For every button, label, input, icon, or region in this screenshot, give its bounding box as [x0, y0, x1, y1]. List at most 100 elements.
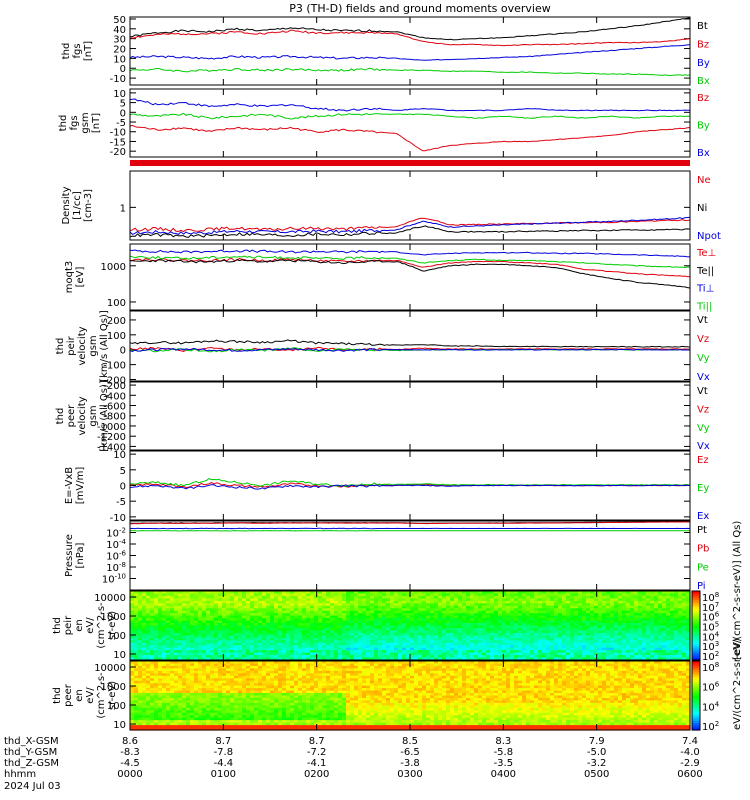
- heatmap-cell: [546, 635, 551, 639]
- series-line-ey: [129, 478, 691, 487]
- heatmap-cell: [602, 657, 607, 661]
- heatmap-cell: [498, 610, 503, 614]
- heatmap-cell: [354, 628, 359, 632]
- heatmap-cell: [314, 605, 319, 609]
- heatmap-cell: [494, 605, 499, 609]
- heatmap-cell: [538, 637, 543, 641]
- heatmap-cell: [318, 591, 323, 595]
- heatmap-cell: [206, 722, 211, 726]
- heatmap-cell: [494, 655, 499, 659]
- heatmap-cell: [638, 600, 643, 604]
- heatmap-cell: [330, 608, 335, 612]
- heatmap-cell: [686, 625, 691, 629]
- heatmap-cell: [522, 650, 527, 654]
- heatmap-cell: [330, 593, 335, 597]
- heatmap-cell: [682, 591, 687, 595]
- heatmap-cell: [450, 615, 455, 619]
- heatmap-cell: [462, 645, 467, 649]
- heatmap-cell: [210, 678, 215, 682]
- heatmap-cell: [166, 690, 171, 694]
- heatmap-cell: [566, 625, 571, 629]
- heatmap-cell: [306, 593, 311, 597]
- heatmap-cell: [190, 640, 195, 644]
- heatmap-cell: [402, 593, 407, 597]
- heatmap-cell: [222, 591, 227, 595]
- heatmap-cell: [314, 637, 319, 641]
- y-tick-label: 10-4: [106, 538, 126, 551]
- heatmap-cell: [678, 605, 683, 609]
- heatmap-cell: [538, 598, 543, 602]
- heatmap-cell: [198, 683, 203, 687]
- heatmap-cell: [170, 640, 175, 644]
- heatmap-cell: [262, 620, 267, 624]
- series-line-by: [129, 44, 691, 61]
- panel-frame: [129, 88, 691, 158]
- heatmap-cell: [366, 591, 371, 595]
- heatmap-cell: [214, 618, 219, 622]
- heatmap-cell: [466, 632, 471, 636]
- heatmap-cell: [282, 628, 287, 632]
- heatmap-cell: [134, 600, 139, 604]
- heatmap-cell: [466, 635, 471, 639]
- y-tick-label: 10: [113, 89, 126, 100]
- heatmap-cell: [358, 593, 363, 597]
- heatmap-cell: [306, 630, 311, 634]
- heatmap-cell: [594, 613, 599, 617]
- heatmap-cell: [654, 642, 659, 646]
- heatmap-cell: [558, 605, 563, 609]
- heatmap-cell: [650, 618, 655, 622]
- heatmap-cell: [142, 610, 147, 614]
- heatmap-cell: [290, 615, 295, 619]
- heatmap-cell: [402, 620, 407, 624]
- heatmap-cell: [174, 625, 179, 629]
- heatmap-cell: [666, 637, 671, 641]
- heatmap-cell: [502, 628, 507, 632]
- heatmap-cell: [378, 628, 383, 632]
- heatmap-cell: [266, 620, 271, 624]
- heatmap-cell: [346, 645, 351, 649]
- heatmap-cell: [194, 628, 199, 632]
- heatmap-cell: [414, 623, 419, 627]
- heatmap-cell: [186, 652, 191, 656]
- heatmap-cell: [214, 700, 219, 704]
- heatmap-cell: [598, 620, 603, 624]
- heatmap-cell: [382, 640, 387, 644]
- heatmap-cell: [198, 665, 203, 669]
- heatmap-cell: [146, 665, 151, 669]
- heatmap-cell: [594, 600, 599, 604]
- heatmap-cell: [290, 640, 295, 644]
- heatmap-cell: [438, 628, 443, 632]
- heatmap-cell: [142, 623, 147, 627]
- heatmap-cell: [198, 625, 203, 629]
- heatmap-cell: [454, 625, 459, 629]
- heatmap-cell: [350, 635, 355, 639]
- heatmap-cell: [234, 610, 239, 614]
- heatmap-cell: [678, 625, 683, 629]
- heatmap-cell: [654, 655, 659, 659]
- heatmap-cell: [326, 618, 331, 622]
- heatmap-cell: [386, 608, 391, 612]
- heatmap-cell: [258, 642, 263, 646]
- heatmap-cell: [234, 608, 239, 612]
- heatmap-cell: [218, 683, 223, 687]
- heatmap-cell: [654, 603, 659, 607]
- heatmap-cell: [406, 635, 411, 639]
- heatmap-cell: [442, 657, 447, 661]
- heatmap-cell: [594, 623, 599, 627]
- heatmap-cell: [274, 650, 279, 654]
- heatmap-cell: [178, 690, 183, 694]
- heatmap-cell: [302, 630, 307, 634]
- heatmap-cell: [606, 632, 611, 636]
- heatmap-cell: [146, 637, 151, 641]
- heatmap-cell: [194, 657, 199, 661]
- heatmap-cell: [150, 715, 155, 719]
- heatmap-cell: [550, 613, 555, 617]
- heatmap-cell: [326, 608, 331, 612]
- heatmap-cell: [286, 603, 291, 607]
- heatmap-cell: [146, 647, 151, 651]
- heatmap-cell: [462, 593, 467, 597]
- heatmap-cell: [438, 652, 443, 656]
- heatmap-cell: [262, 637, 267, 641]
- heatmap-cell: [674, 635, 679, 639]
- heatmap-cell: [498, 591, 503, 595]
